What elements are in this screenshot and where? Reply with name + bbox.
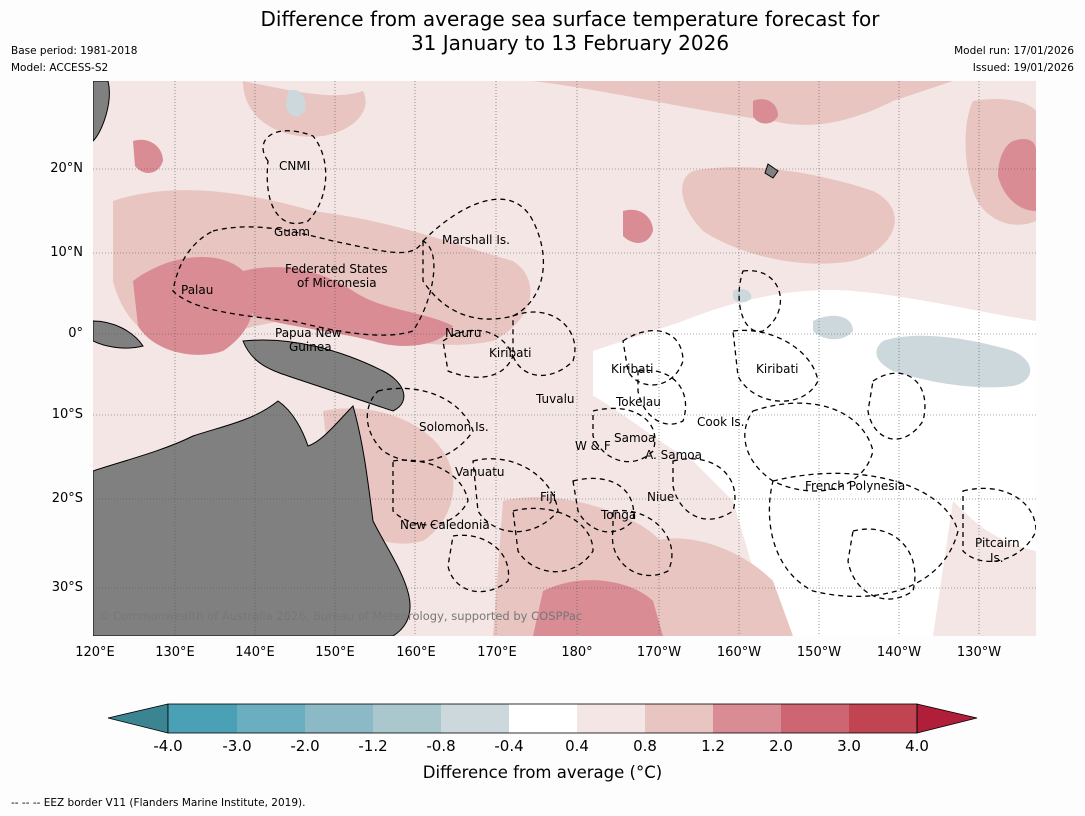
colorbar-tick: -2.0 [290, 737, 320, 755]
region-label: Solomon Is. [419, 420, 489, 434]
title-line-2: 31 January to 13 February 2026 [410, 31, 730, 55]
lon-label: 150°W [796, 645, 842, 660]
lon-label: 160°W [716, 645, 762, 660]
model-name: Model: ACCESS-S2 [11, 62, 109, 74]
lon-label: 140°E [235, 645, 275, 660]
region-label: Tuvalu [536, 392, 575, 406]
colorbar-frame [167, 703, 918, 734]
region-label: of Micronesia [297, 276, 377, 290]
colorbar-tick: -4.0 [153, 737, 183, 755]
colorbar-bin [441, 704, 509, 733]
region-label: Tokelau [616, 395, 661, 409]
region-label: A. Samoa [645, 448, 702, 462]
title-line-1: Difference from average sea surface temp… [260, 7, 880, 31]
colorbar-label: Difference from average (°C) [422, 763, 663, 782]
region-label: French Polynesia [805, 479, 906, 493]
lat-label: 20°S [51, 491, 83, 506]
colorbar-bin [577, 704, 645, 733]
colorbar-tick: 2.0 [769, 737, 793, 755]
lon-label: 130°E [155, 645, 195, 660]
colorbar-tick: -1.2 [358, 737, 388, 755]
region-label: Papua New [275, 326, 342, 340]
eez-borders [172, 130, 1036, 600]
region-label: Palau [181, 283, 214, 297]
base-period: Base period: 1981-2018 [11, 45, 138, 57]
issued-date: Issued: 19/01/2026 [972, 62, 1074, 74]
region-label: Kiribati [489, 346, 532, 360]
colorbar-bin [373, 704, 441, 733]
colorbar-bin [237, 704, 305, 733]
meta-right: Model run: 17/01/2026 Issued: 19/01/2026 [954, 43, 1074, 77]
lat-label: 0° [68, 326, 83, 341]
lat-label: 10°N [50, 245, 83, 260]
colorbar-bin [849, 704, 917, 733]
region-label: Cook Is. [697, 415, 745, 429]
colorbar-under-arrow [107, 703, 169, 734]
lat-label: 30°S [51, 580, 83, 595]
landmass [93, 81, 779, 636]
lon-label: 130°W [956, 645, 1002, 660]
lon-label: 170°W [636, 645, 682, 660]
lon-label: 170°E [477, 645, 517, 660]
lon-label: 160°E [396, 645, 436, 660]
sst-anomaly-map [93, 81, 1036, 636]
anomaly-fill-cool [286, 89, 1031, 388]
region-label: Guinea [289, 340, 332, 354]
colorbar-bin [781, 704, 849, 733]
colorbar-tick: 0.4 [565, 737, 589, 755]
lon-label: 120°E [75, 645, 115, 660]
colorbar-over-arrow [916, 703, 978, 734]
chart-title: Difference from average sea surface temp… [0, 7, 1085, 55]
colorbar-tick: -0.8 [426, 737, 456, 755]
colorbar-tick: -0.4 [494, 737, 524, 755]
lat-label: 20°N [50, 161, 83, 176]
eez-legend-note: -- -- -- EEZ border V11 (Flanders Marine… [11, 797, 306, 809]
region-label: W & F [575, 439, 611, 453]
copyright-notice: © Commonwealth of Australia 2026, Bureau… [98, 609, 583, 623]
meta-left: Base period: 1981-2018 Model: ACCESS-S2 [11, 43, 137, 77]
region-label: Pitcairn [975, 536, 1020, 550]
region-label: Fiji [540, 490, 557, 504]
lon-label: 180° [561, 645, 593, 660]
region-label: New Caledonia [400, 518, 490, 532]
region-label: Kiribati [756, 362, 799, 376]
model-run: Model run: 17/01/2026 [954, 45, 1074, 57]
colorbar-tick: 4.0 [905, 737, 929, 755]
region-label: Samoa [614, 431, 656, 445]
lat-label: 10°S [51, 407, 83, 422]
colorbar [107, 703, 978, 734]
region-label: Federated States [285, 262, 388, 276]
colorbar-bin [509, 704, 577, 733]
region-label: CNMI [279, 159, 311, 173]
map-canvas [93, 81, 1036, 636]
colorbar-tick: 1.2 [701, 737, 725, 755]
graticule [93, 81, 1036, 636]
colorbar-bin [645, 704, 713, 733]
lon-label: 140°W [876, 645, 922, 660]
region-label: Tonga [601, 508, 637, 522]
region-label: Is. [990, 551, 1004, 565]
region-label: Nauru [445, 326, 482, 340]
region-label: Niue [647, 490, 675, 504]
colorbar-tick: 3.0 [837, 737, 861, 755]
region-label: Vanuatu [455, 465, 505, 479]
colorbar-tick: -3.0 [222, 737, 252, 755]
region-label: Marshall Is. [442, 233, 510, 247]
colorbar-bin [305, 704, 373, 733]
colorbar-tick: 0.8 [633, 737, 657, 755]
colorbar-bin [713, 704, 781, 733]
anomaly-fill-dark [133, 99, 1036, 636]
colorbar-bin [168, 704, 237, 733]
region-label: Guam [274, 225, 310, 239]
lon-label: 150°E [315, 645, 355, 660]
region-label: Kiribati [611, 362, 654, 376]
